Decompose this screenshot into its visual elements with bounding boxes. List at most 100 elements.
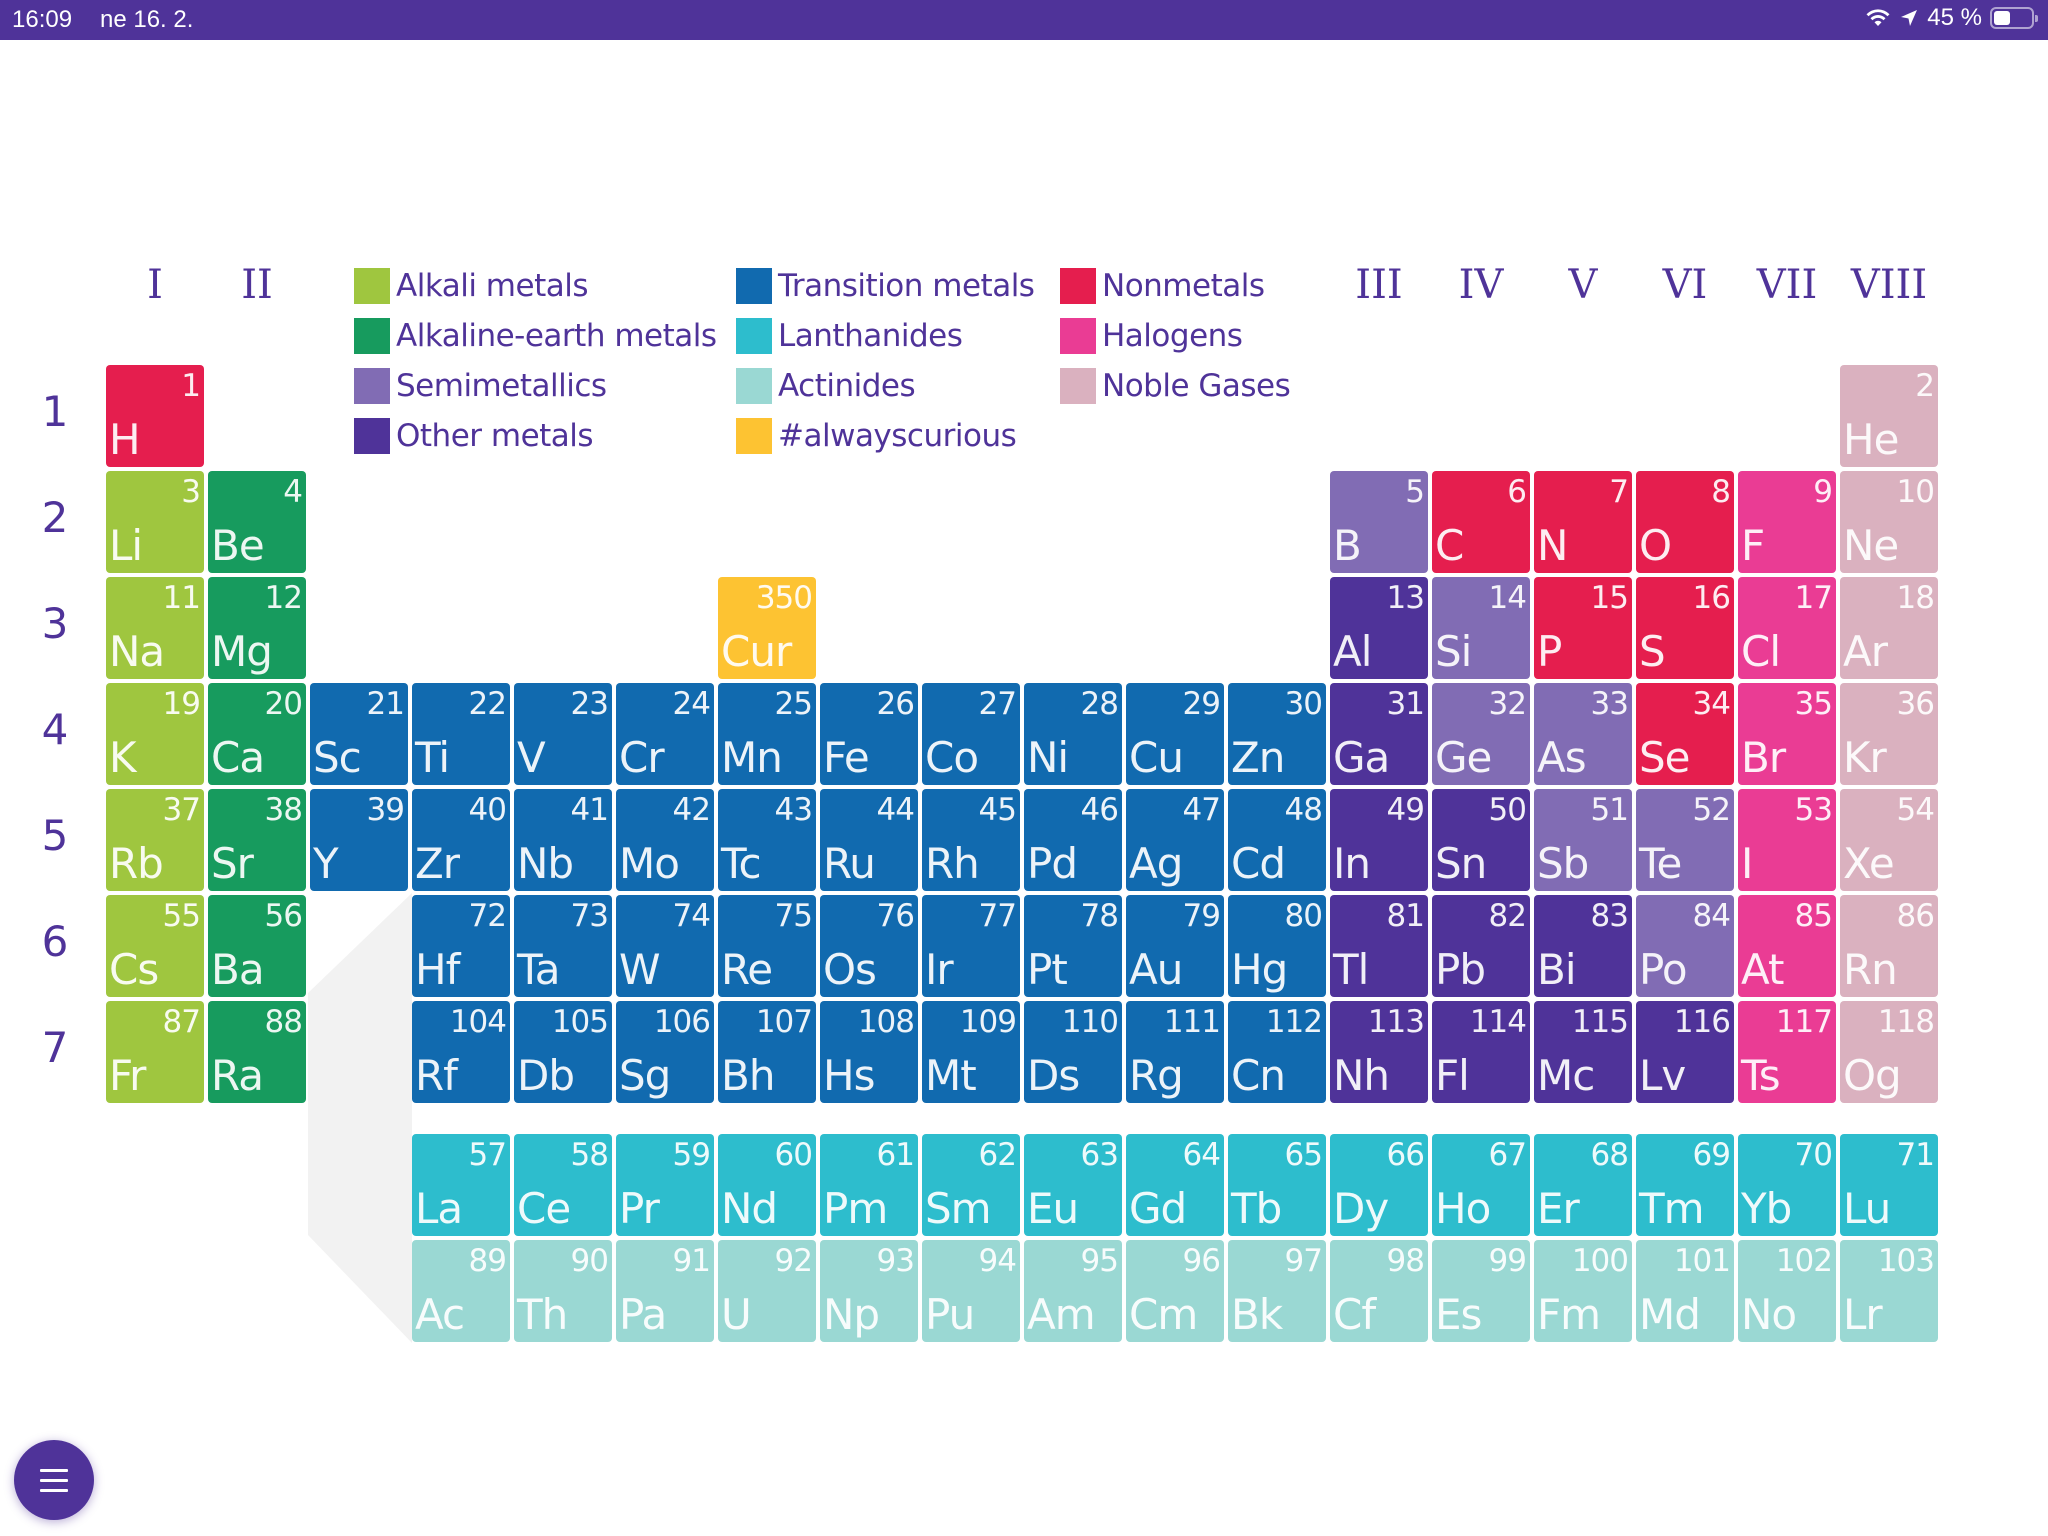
- element-tile-s[interactable]: 16 S: [1636, 577, 1734, 679]
- element-tile-ar[interactable]: 18 Ar: [1840, 577, 1938, 679]
- element-tile-kr[interactable]: 36 Kr: [1840, 683, 1938, 785]
- element-tile-es[interactable]: 99 Es: [1432, 1240, 1530, 1342]
- element-tile-se[interactable]: 34 Se: [1636, 683, 1734, 785]
- element-tile-sr[interactable]: 38 Sr: [208, 789, 306, 891]
- element-tile-zr[interactable]: 40 Zr: [412, 789, 510, 891]
- element-tile-cl[interactable]: 17 Cl: [1738, 577, 1836, 679]
- element-tile-ca[interactable]: 20 Ca: [208, 683, 306, 785]
- legend-item-other[interactable]: Other metals: [354, 418, 594, 454]
- element-tile-cu[interactable]: 29 Cu: [1126, 683, 1224, 785]
- element-tile-he[interactable]: 2 He: [1840, 365, 1938, 467]
- element-tile-cs[interactable]: 55 Cs: [106, 895, 204, 997]
- element-tile-ni[interactable]: 28 Ni: [1024, 683, 1122, 785]
- element-tile-al[interactable]: 13 Al: [1330, 577, 1428, 679]
- element-tile-rg[interactable]: 111 Rg: [1126, 1001, 1224, 1103]
- element-tile-bh[interactable]: 107 Bh: [718, 1001, 816, 1103]
- element-tile-rh[interactable]: 45 Rh: [922, 789, 1020, 891]
- element-tile-w[interactable]: 74 W: [616, 895, 714, 997]
- element-tile-sm[interactable]: 62 Sm: [922, 1134, 1020, 1236]
- element-tile-ag[interactable]: 47 Ag: [1126, 789, 1224, 891]
- element-tile-cf[interactable]: 98 Cf: [1330, 1240, 1428, 1342]
- legend-item-noble[interactable]: Noble Gases: [1060, 368, 1291, 404]
- element-tile-at[interactable]: 85 At: [1738, 895, 1836, 997]
- element-tile-ac[interactable]: 89 Ac: [412, 1240, 510, 1342]
- element-tile-re[interactable]: 75 Re: [718, 895, 816, 997]
- legend-item-nonmetal[interactable]: Nonmetals: [1060, 268, 1265, 304]
- element-tile-hs[interactable]: 108 Hs: [820, 1001, 918, 1103]
- element-tile-md[interactable]: 101 Md: [1636, 1240, 1734, 1342]
- element-tile-be[interactable]: 4 Be: [208, 471, 306, 573]
- element-tile-y[interactable]: 39 Y: [310, 789, 408, 891]
- legend-item-halogen[interactable]: Halogens: [1060, 318, 1243, 354]
- menu-button[interactable]: [14, 1440, 94, 1520]
- element-tile-mn[interactable]: 25 Mn: [718, 683, 816, 785]
- element-tile-ge[interactable]: 32 Ge: [1432, 683, 1530, 785]
- element-tile-ho[interactable]: 67 Ho: [1432, 1134, 1530, 1236]
- element-tile-am[interactable]: 95 Am: [1024, 1240, 1122, 1342]
- element-tile-rn[interactable]: 86 Rn: [1840, 895, 1938, 997]
- element-tile-th[interactable]: 90 Th: [514, 1240, 612, 1342]
- element-tile-cr[interactable]: 24 Cr: [616, 683, 714, 785]
- element-tile-eu[interactable]: 63 Eu: [1024, 1134, 1122, 1236]
- element-tile-ga[interactable]: 31 Ga: [1330, 683, 1428, 785]
- element-tile-ds[interactable]: 110 Ds: [1024, 1001, 1122, 1103]
- element-tile-hg[interactable]: 80 Hg: [1228, 895, 1326, 997]
- element-tile-mt[interactable]: 109 Mt: [922, 1001, 1020, 1103]
- element-tile-pa[interactable]: 91 Pa: [616, 1240, 714, 1342]
- element-tile-sn[interactable]: 50 Sn: [1432, 789, 1530, 891]
- element-tile-lu[interactable]: 71 Lu: [1840, 1134, 1938, 1236]
- element-tile-ti[interactable]: 22 Ti: [412, 683, 510, 785]
- element-tile-no[interactable]: 102 No: [1738, 1240, 1836, 1342]
- element-tile-ba[interactable]: 56 Ba: [208, 895, 306, 997]
- element-tile-zn[interactable]: 30 Zn: [1228, 683, 1326, 785]
- element-tile-ne[interactable]: 10 Ne: [1840, 471, 1938, 573]
- element-tile-si[interactable]: 14 Si: [1432, 577, 1530, 679]
- element-tile-ru[interactable]: 44 Ru: [820, 789, 918, 891]
- element-tile-au[interactable]: 79 Au: [1126, 895, 1224, 997]
- element-tile-te[interactable]: 52 Te: [1636, 789, 1734, 891]
- element-tile-pt[interactable]: 78 Pt: [1024, 895, 1122, 997]
- element-tile-i[interactable]: 53 I: [1738, 789, 1836, 891]
- element-tile-as[interactable]: 33 As: [1534, 683, 1632, 785]
- element-tile-tb[interactable]: 65 Tb: [1228, 1134, 1326, 1236]
- element-tile-ta[interactable]: 73 Ta: [514, 895, 612, 997]
- legend-item-semi[interactable]: Semimetallics: [354, 368, 607, 404]
- element-tile-cm[interactable]: 96 Cm: [1126, 1240, 1224, 1342]
- element-tile-ts[interactable]: 117 Ts: [1738, 1001, 1836, 1103]
- element-tile-ce[interactable]: 58 Ce: [514, 1134, 612, 1236]
- element-tile-fm[interactable]: 100 Fm: [1534, 1240, 1632, 1342]
- element-tile-po[interactable]: 84 Po: [1636, 895, 1734, 997]
- element-tile-pm[interactable]: 61 Pm: [820, 1134, 918, 1236]
- element-tile-fr[interactable]: 87 Fr: [106, 1001, 204, 1103]
- element-tile-k[interactable]: 19 K: [106, 683, 204, 785]
- element-tile-hf[interactable]: 72 Hf: [412, 895, 510, 997]
- element-tile-nd[interactable]: 60 Nd: [718, 1134, 816, 1236]
- element-tile-er[interactable]: 68 Er: [1534, 1134, 1632, 1236]
- element-tile-fe[interactable]: 26 Fe: [820, 683, 918, 785]
- element-tile-pd[interactable]: 46 Pd: [1024, 789, 1122, 891]
- element-tile-dy[interactable]: 66 Dy: [1330, 1134, 1428, 1236]
- element-tile-p[interactable]: 15 P: [1534, 577, 1632, 679]
- element-tile-ir[interactable]: 77 Ir: [922, 895, 1020, 997]
- element-tile-np[interactable]: 93 Np: [820, 1240, 918, 1342]
- element-tile-lr[interactable]: 103 Lr: [1840, 1240, 1938, 1342]
- element-tile-cur[interactable]: 350 Cur: [718, 577, 816, 679]
- element-tile-ra[interactable]: 88 Ra: [208, 1001, 306, 1103]
- element-tile-pb[interactable]: 82 Pb: [1432, 895, 1530, 997]
- element-tile-rf[interactable]: 104 Rf: [412, 1001, 510, 1103]
- element-tile-fl[interactable]: 114 Fl: [1432, 1001, 1530, 1103]
- element-tile-bk[interactable]: 97 Bk: [1228, 1240, 1326, 1342]
- legend-item-transition[interactable]: Transition metals: [736, 268, 1035, 304]
- element-tile-v[interactable]: 23 V: [514, 683, 612, 785]
- element-tile-nb[interactable]: 41 Nb: [514, 789, 612, 891]
- element-tile-tl[interactable]: 81 Tl: [1330, 895, 1428, 997]
- element-tile-pr[interactable]: 59 Pr: [616, 1134, 714, 1236]
- legend-item-curious[interactable]: #alwayscurious: [736, 418, 1017, 454]
- element-tile-nh[interactable]: 113 Nh: [1330, 1001, 1428, 1103]
